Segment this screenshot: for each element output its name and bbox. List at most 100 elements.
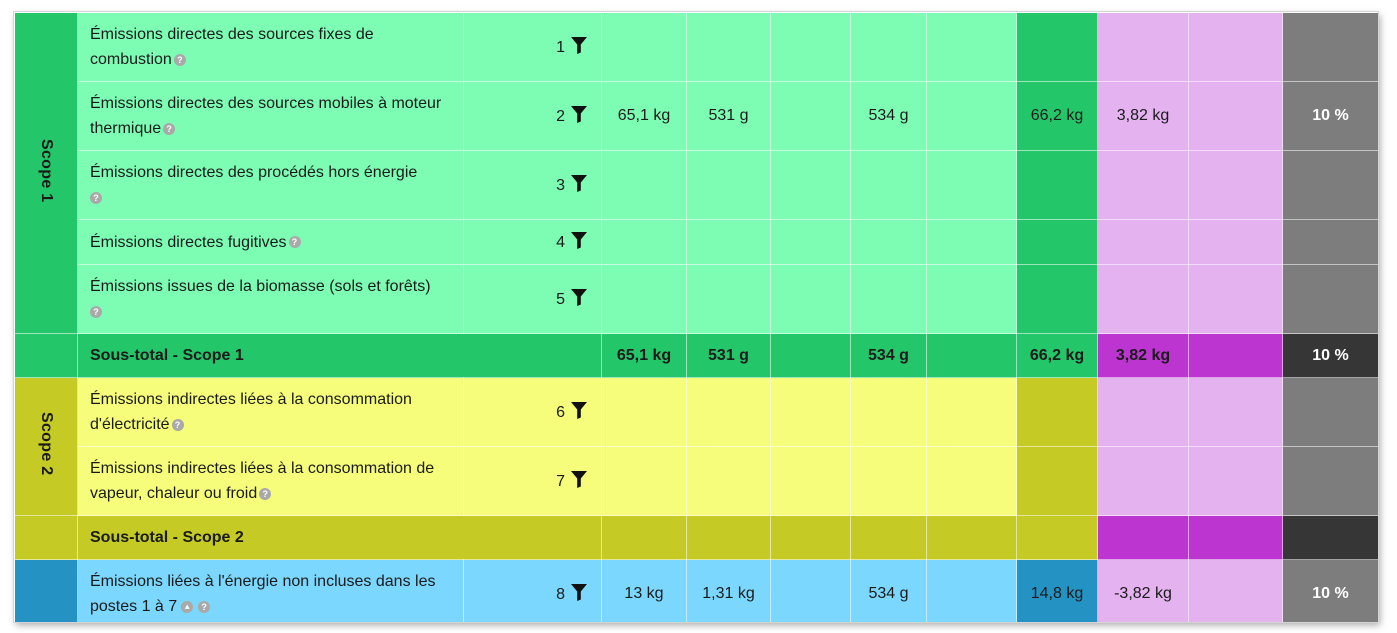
value-cell-1: 65,1 kg (601, 81, 687, 151)
subtotal-row-scope-1: Sous-total - Scope 1 65,1 kg 531 g 534 g… (14, 333, 1378, 378)
percent-cell (1282, 219, 1378, 265)
row-label-cell: Émissions directes des procédés hors éne… (77, 150, 464, 220)
value-cell-1 (601, 219, 687, 265)
value-cell-3 (770, 219, 851, 265)
emissions-table: Scope 1 Émissions directes des sources f… (14, 12, 1378, 622)
filter-icon[interactable] (571, 471, 587, 488)
value-cell-3 (770, 12, 851, 82)
total-cell: 14,8 kg (1016, 559, 1098, 622)
table-row: Émissions liées à l'énergie non incluses… (14, 559, 1378, 622)
table-row: Émissions directes fugitives? 4 (15, 219, 1378, 265)
subtotal-percent: 10 % (1282, 333, 1378, 378)
value-cell-5 (926, 559, 1017, 622)
filter-icon[interactable] (571, 402, 587, 419)
question-circle-icon[interactable]: ? (171, 418, 184, 431)
subtotal-value-2 (686, 515, 771, 560)
total-cell (1016, 264, 1098, 334)
subtotal-value-3 (770, 333, 851, 378)
value-cell-4 (850, 377, 927, 447)
question-circle-icon[interactable]: ? (163, 122, 176, 135)
scope-2-label-cell: Scope 2 (14, 377, 78, 516)
value-cell-3 (770, 81, 851, 151)
question-circle-icon[interactable]: ? (198, 600, 211, 613)
arrow-up-circle-icon[interactable]: ▲ (181, 600, 194, 613)
subtotal-value-5 (926, 333, 1017, 378)
pink-cell-2 (1188, 219, 1283, 265)
percent-cell: 10 % (1282, 81, 1378, 151)
question-circle-icon[interactable]: ? (259, 487, 272, 500)
subtotal-label: Sous-total - Scope 1 (77, 333, 602, 378)
row-number: 8 (556, 586, 565, 603)
percent-cell (1282, 377, 1378, 447)
pink-cell-1: -3,82 kg (1097, 559, 1189, 622)
question-circle-icon[interactable]: ? (90, 305, 102, 318)
row-label-cell: Émissions liées à l'énergie non incluses… (77, 559, 464, 622)
table-row: Émissions directes des sources mobiles à… (15, 81, 1378, 151)
question-circle-icon[interactable]: ? (288, 236, 301, 249)
row-number-cell: 7 (463, 446, 602, 516)
total-cell (1016, 377, 1098, 447)
percent-cell: 10 % (1282, 559, 1378, 622)
pink-cell-1 (1097, 219, 1189, 265)
value-cell-5 (926, 150, 1017, 220)
question-circle-icon[interactable]: ? (173, 53, 186, 66)
row-label: Émissions directes des sources fixes de … (90, 26, 374, 68)
table-row: Émissions directes des procédés hors éne… (15, 150, 1378, 220)
percent-cell (1282, 12, 1378, 82)
row-label: Émissions directes fugitives (90, 233, 287, 251)
pink-cell-1 (1097, 377, 1189, 447)
filter-icon[interactable] (571, 37, 587, 54)
pink-cell-1 (1097, 446, 1189, 516)
table-row: Scope 2 Émissions indirectes liées à la … (14, 377, 1378, 516)
filter-icon[interactable] (571, 584, 587, 601)
pink-cell-1 (1097, 150, 1189, 220)
total-cell (1016, 150, 1098, 220)
filter-icon[interactable] (571, 289, 587, 306)
value-cell-2 (686, 219, 771, 265)
value-cell-2: 531 g (686, 81, 771, 151)
row-label-cell: Émissions indirectes liées à la consomma… (77, 446, 464, 516)
pink-cell-2 (1188, 264, 1283, 334)
value-cell-5 (926, 81, 1017, 151)
row-number: 2 (556, 108, 565, 125)
filter-icon[interactable] (571, 175, 587, 192)
subtotal-value-4: 534 g (850, 333, 927, 378)
value-cell-4 (850, 219, 927, 265)
subtotal-total (1016, 515, 1098, 560)
value-cell-4: 534 g (850, 559, 927, 622)
row-number: 6 (556, 404, 565, 421)
row-label-cell: Émissions directes des sources mobiles à… (77, 81, 464, 151)
filter-icon[interactable] (571, 106, 587, 123)
filter-icon[interactable] (571, 232, 587, 249)
row-label: Émissions indirectes liées à la consomma… (90, 391, 412, 433)
subtotal-value-4 (850, 515, 927, 560)
subtotal-spacer (14, 333, 78, 378)
row-number: 4 (556, 234, 565, 251)
row-label-cell: Émissions issues de la biomasse (sols et… (77, 264, 464, 334)
subtotal-spacer (14, 515, 78, 560)
subtotal-value-1: 65,1 kg (601, 333, 687, 378)
pink-cell-1: 3,82 kg (1097, 81, 1189, 151)
value-cell-1 (601, 264, 687, 334)
pink-cell-2 (1188, 559, 1283, 622)
pink-cell-2 (1188, 12, 1283, 82)
value-cell-4 (850, 12, 927, 82)
row-number: 1 (556, 39, 565, 56)
row-label-cell: Émissions directes des sources fixes de … (77, 12, 464, 82)
percent-cell (1282, 150, 1378, 220)
subtotal-value-1 (601, 515, 687, 560)
row-label: Émissions indirectes liées à la consomma… (90, 460, 435, 502)
value-cell-2 (686, 12, 771, 82)
value-cell-4 (850, 446, 927, 516)
subtotal-row-scope-2: Sous-total - Scope 2 (14, 515, 1378, 560)
row-label: Émissions directes des procédés hors éne… (90, 164, 418, 181)
value-cell-3 (770, 150, 851, 220)
row-number-cell: 6 (463, 377, 602, 447)
question-circle-icon[interactable]: ? (90, 191, 102, 204)
value-cell-1 (601, 377, 687, 447)
row-label: Émissions liées à l'énergie non incluses… (90, 573, 436, 615)
row-label-cell: Émissions directes fugitives? (77, 219, 464, 265)
value-cell-3 (770, 377, 851, 447)
value-cell-2 (686, 150, 771, 220)
value-cell-5 (926, 264, 1017, 334)
